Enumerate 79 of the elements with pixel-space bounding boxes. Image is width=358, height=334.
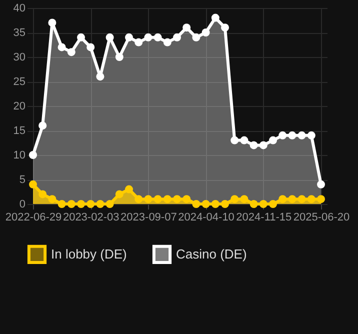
point: [115, 53, 124, 61]
point: [96, 200, 104, 208]
point: [221, 200, 229, 208]
y-tick-label: 5: [19, 174, 26, 186]
point: [182, 195, 191, 204]
point: [221, 24, 229, 32]
point: [202, 200, 210, 208]
point: [96, 72, 104, 81]
point: [307, 131, 316, 140]
point: [269, 136, 277, 144]
y-tick-label: 35: [13, 27, 26, 39]
x-tick-label: 2025-06-20: [293, 212, 350, 224]
point: [288, 195, 296, 204]
point: [317, 180, 325, 188]
point: [240, 195, 248, 204]
point: [29, 180, 37, 188]
point: [86, 200, 95, 208]
point: [298, 131, 306, 140]
point: [182, 24, 191, 32]
point: [269, 200, 277, 208]
y-tick-label: 0: [19, 198, 26, 210]
x-tick-label: 2022-06-29: [5, 212, 62, 224]
point: [211, 200, 220, 208]
point: [67, 200, 76, 208]
point: [192, 200, 200, 208]
point: [77, 200, 85, 208]
y-tick-label: 30: [13, 52, 26, 64]
y-tick-label: 25: [13, 76, 26, 88]
x-tick-label: 2024-11-15: [236, 212, 292, 224]
point: [154, 33, 162, 42]
point: [29, 151, 37, 159]
point: [134, 195, 143, 204]
point: [134, 38, 143, 46]
point: [230, 195, 239, 204]
point: [307, 195, 316, 204]
point: [259, 141, 268, 150]
point: [115, 190, 124, 198]
point: [48, 195, 56, 204]
point: [192, 33, 200, 42]
y-tick-label: 15: [13, 125, 26, 137]
x-tick-label: 2023-02-03: [62, 212, 120, 224]
point: [58, 200, 66, 208]
point: [125, 185, 133, 194]
point: [144, 195, 152, 204]
point: [38, 190, 47, 198]
y-tick-label: 40: [13, 2, 26, 14]
point: [163, 195, 172, 204]
point: [211, 14, 220, 22]
point: [259, 200, 268, 208]
y-tick-label: 20: [13, 100, 26, 112]
point: [278, 195, 287, 204]
point: [163, 38, 172, 46]
point: [58, 43, 66, 52]
legend-label: Casino (DE): [176, 246, 247, 262]
point: [317, 195, 325, 204]
point: [154, 195, 162, 204]
point: [278, 131, 287, 140]
point: [77, 33, 85, 42]
point: [250, 141, 258, 150]
point: [67, 48, 76, 56]
point: [250, 200, 258, 208]
point: [106, 33, 114, 42]
point: [38, 122, 47, 130]
x-tick-label: 2023-09-07: [120, 212, 177, 224]
point: [48, 18, 56, 27]
point: [125, 33, 133, 42]
x-tick-label: 2024-04-10: [178, 212, 234, 224]
legend-label: In lobby (DE): [51, 246, 127, 262]
point: [288, 131, 296, 140]
point: [86, 43, 95, 52]
point: [240, 136, 248, 144]
y-tick-label: 10: [13, 150, 26, 162]
point: [202, 28, 210, 36]
point: [173, 33, 181, 42]
point: [298, 195, 306, 204]
point: [144, 33, 152, 42]
point: [173, 195, 181, 204]
point: [230, 136, 239, 144]
point: [106, 200, 114, 208]
